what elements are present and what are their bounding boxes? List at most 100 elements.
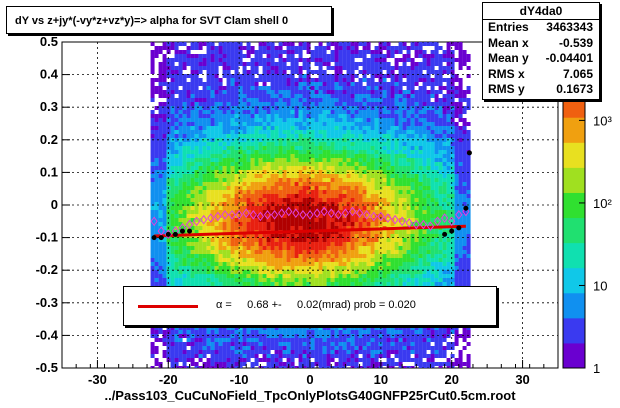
- heatmap-cell: [274, 82, 279, 86]
- heatmap-cell: [390, 182, 395, 186]
- heatmap-cell: [258, 134, 263, 138]
- heatmap-cell: [182, 102, 187, 106]
- heatmap-cell: [398, 86, 403, 90]
- heatmap-cell: [394, 166, 399, 170]
- heatmap-cell: [178, 98, 183, 102]
- heatmap-cell: [334, 90, 339, 94]
- heatmap-cell: [226, 62, 231, 66]
- heatmap-cell: [414, 154, 419, 158]
- heatmap-cell: [290, 130, 295, 134]
- heatmap-cell: [218, 270, 223, 274]
- heatmap-cell: [158, 258, 163, 262]
- heatmap-cell: [246, 194, 251, 198]
- heatmap-cell: [322, 158, 327, 162]
- heatmap-cell: [174, 110, 179, 114]
- heatmap-cell: [346, 198, 351, 202]
- heatmap-cell: [358, 170, 363, 174]
- heatmap-cell: [402, 202, 407, 206]
- heatmap-cell: [178, 82, 183, 86]
- heatmap-cell: [190, 166, 195, 170]
- heatmap-cell: [278, 210, 283, 214]
- heatmap-cell: [186, 54, 191, 58]
- heatmap-cell: [358, 270, 363, 274]
- heatmap-cell: [174, 126, 179, 130]
- heatmap-cell: [366, 174, 371, 178]
- heatmap-cell: [174, 162, 179, 166]
- heatmap-cell: [414, 162, 419, 166]
- heatmap-cell: [338, 122, 343, 126]
- heatmap-cell: [426, 58, 431, 62]
- heatmap-cell: [358, 122, 363, 126]
- heatmap-cell: [354, 250, 359, 254]
- heatmap-cell: [370, 54, 375, 58]
- heatmap-cell: [294, 58, 299, 62]
- heatmap-cell: [362, 78, 367, 82]
- heatmap-cell: [214, 98, 219, 102]
- heatmap-cell: [282, 74, 287, 78]
- heatmap-cell: [426, 146, 431, 150]
- heatmap-cell: [234, 106, 239, 110]
- heatmap-cell: [266, 250, 271, 254]
- heatmap-cell: [302, 182, 307, 186]
- heatmap-cell: [346, 94, 351, 98]
- heatmap-cell: [450, 174, 455, 178]
- heatmap-cell: [290, 218, 295, 222]
- heatmap-cell: [226, 154, 231, 158]
- heatmap-cell: [458, 218, 463, 222]
- heatmap-cell: [422, 190, 427, 194]
- heatmap-cell: [354, 246, 359, 250]
- heatmap-cell: [374, 74, 379, 78]
- heatmap-cell: [150, 146, 155, 150]
- heatmap-cell: [314, 262, 319, 266]
- heatmap-cell: [230, 150, 235, 154]
- heatmap-cell: [354, 162, 359, 166]
- heatmap-cell: [370, 78, 375, 82]
- heatmap-cell: [466, 98, 471, 102]
- heatmap-cell: [410, 266, 415, 270]
- heatmap-cell: [386, 122, 391, 126]
- heatmap-cell: [278, 178, 283, 182]
- heatmap-cell: [218, 198, 223, 202]
- heatmap-cell: [278, 122, 283, 126]
- heatmap-cell: [458, 126, 463, 130]
- heatmap-cell: [350, 162, 355, 166]
- heatmap-cell: [262, 282, 267, 286]
- heatmap-cell: [342, 230, 347, 234]
- heatmap-cell: [222, 126, 227, 130]
- heatmap-cell: [374, 98, 379, 102]
- heatmap-cell: [186, 90, 191, 94]
- heatmap-cell: [182, 90, 187, 94]
- heatmap-cell: [414, 46, 419, 50]
- heatmap-cell: [210, 106, 215, 110]
- heatmap-cell: [230, 194, 235, 198]
- heatmap-cell: [318, 74, 323, 78]
- heatmap-cell: [266, 58, 271, 62]
- heatmap-cell: [262, 194, 267, 198]
- heatmap-cell: [174, 230, 179, 234]
- heatmap-cell: [214, 246, 219, 250]
- heatmap-cell: [202, 266, 207, 270]
- heatmap-cell: [326, 242, 331, 246]
- heatmap-cell: [410, 186, 415, 190]
- heatmap-cell: [310, 226, 315, 230]
- heatmap-cell: [270, 218, 275, 222]
- heatmap-cell: [202, 110, 207, 114]
- heatmap-cell: [242, 106, 247, 110]
- heatmap-cell: [402, 58, 407, 62]
- heatmap-cell: [270, 250, 275, 254]
- heatmap-cell: [222, 242, 227, 246]
- heatmap-cell: [258, 278, 263, 282]
- heatmap-cell: [362, 162, 367, 166]
- heatmap-cell: [318, 258, 323, 262]
- heatmap-cell: [278, 262, 283, 266]
- heatmap-cell: [346, 122, 351, 126]
- heatmap-cell: [358, 278, 363, 282]
- heatmap-cell: [290, 74, 295, 78]
- heatmap-cell: [230, 206, 235, 210]
- heatmap-cell: [406, 206, 411, 210]
- heatmap-cell: [346, 230, 351, 234]
- heatmap-cell: [258, 198, 263, 202]
- heatmap-cell: [150, 66, 155, 70]
- heatmap-cell: [358, 118, 363, 122]
- heatmap-cell: [278, 182, 283, 186]
